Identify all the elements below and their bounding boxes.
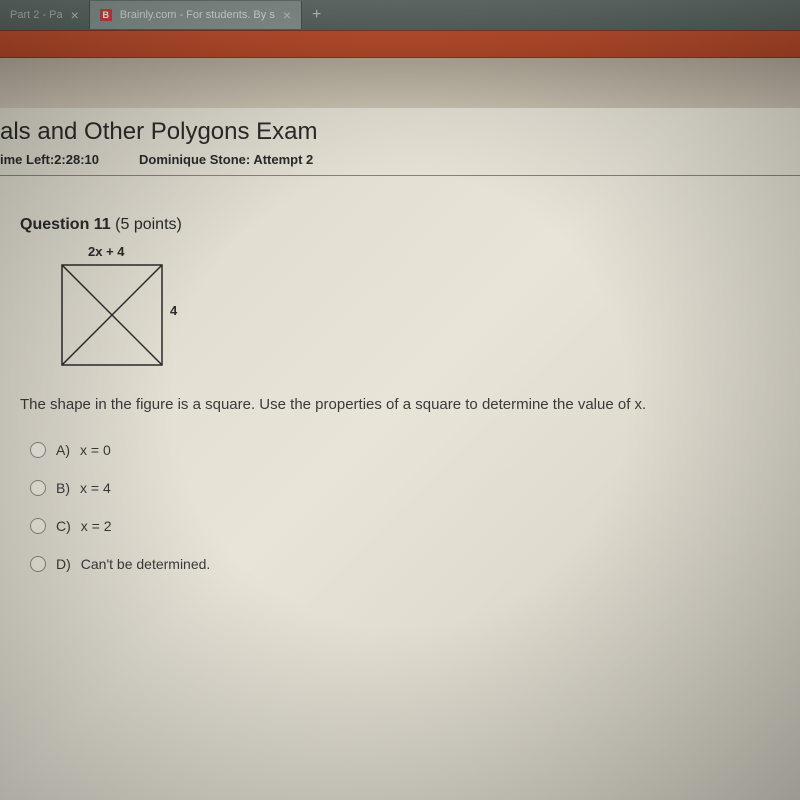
option-d[interactable]: D) Can't be determined.	[30, 556, 780, 572]
option-text: x = 0	[80, 442, 111, 458]
radio-icon[interactable]	[30, 556, 46, 572]
square-figure: 4	[60, 263, 190, 373]
content-gap	[0, 58, 800, 108]
option-c[interactable]: C) x = 2	[30, 518, 780, 534]
figure-side-label: 4	[170, 303, 177, 318]
exam-header: als and Other Polygons Exam ime Left:2:2…	[0, 108, 800, 176]
radio-icon[interactable]	[30, 442, 46, 458]
option-text: x = 4	[80, 480, 111, 496]
exam-meta: ime Left:2:28:10 Dominique Stone: Attemp…	[0, 152, 800, 167]
option-letter: C)	[56, 518, 71, 534]
question-text: The shape in the figure is a square. Use…	[20, 393, 780, 417]
figure-container: 2x + 4 4	[60, 244, 780, 373]
option-letter: D)	[56, 556, 71, 572]
browser-tab-2[interactable]: B Brainly.com - For students. By s ×	[90, 1, 302, 29]
exam-title: als and Other Polygons Exam	[0, 118, 800, 146]
new-tab-button[interactable]: +	[302, 6, 331, 24]
question-number: Question 11	[20, 216, 111, 233]
radio-icon[interactable]	[30, 518, 46, 534]
tab-label: Brainly.com - For students. By s	[120, 9, 275, 21]
bookmark-bar	[0, 30, 800, 58]
question-title: Question 11 (5 points)	[20, 216, 780, 234]
browser-tab-bar: Part 2 - Pa × B Brainly.com - For studen…	[0, 0, 800, 30]
option-a[interactable]: A) x = 0	[30, 442, 780, 458]
question-points: (5 points)	[115, 216, 182, 233]
option-text: x = 2	[81, 518, 112, 534]
close-icon[interactable]: ×	[71, 7, 79, 23]
browser-tab-1[interactable]: Part 2 - Pa ×	[0, 1, 90, 29]
question-area: Question 11 (5 points) 2x + 4 4 The shap…	[0, 176, 800, 614]
tab-label: Part 2 - Pa	[10, 9, 63, 21]
options-list: A) x = 0 B) x = 4 C) x = 2 D) Can't be d…	[30, 442, 780, 572]
option-b[interactable]: B) x = 4	[30, 480, 780, 496]
option-text: Can't be determined.	[81, 556, 211, 572]
close-icon[interactable]: ×	[283, 7, 291, 23]
radio-icon[interactable]	[30, 480, 46, 496]
time-left: ime Left:2:28:10	[0, 152, 99, 167]
brainly-icon: B	[100, 9, 112, 21]
option-letter: A)	[56, 442, 70, 458]
figure-top-label: 2x + 4	[88, 244, 780, 259]
option-letter: B)	[56, 480, 70, 496]
student-attempt: Dominique Stone: Attempt 2	[139, 152, 313, 167]
